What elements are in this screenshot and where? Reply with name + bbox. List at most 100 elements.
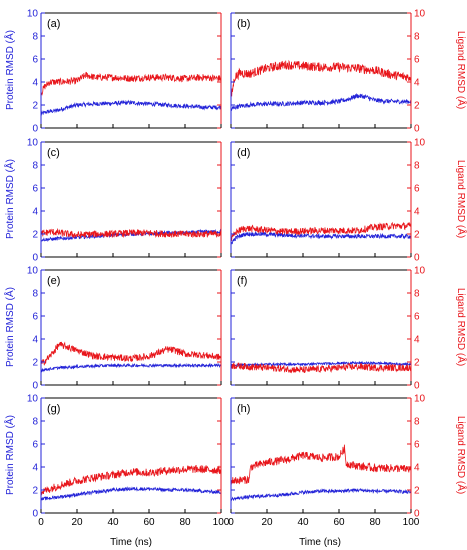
left-y-tick-label: 4 xyxy=(32,463,38,474)
left-y-tick-label: 8 xyxy=(32,161,38,172)
protein-rmsd-axis-title: Protein RMSD (Å) xyxy=(3,415,16,495)
ligand-rmsd-line xyxy=(231,221,411,242)
left-y-tick-label: 2 xyxy=(32,358,38,369)
panel-label: (d) xyxy=(237,147,250,159)
right-y-tick-label: 4 xyxy=(414,207,420,218)
x-tick-label: 80 xyxy=(369,517,381,528)
chart-panel: 0 2 4 6 8 10 (c) xyxy=(27,138,222,264)
left-y-tick-label: 10 xyxy=(27,138,39,149)
right-y-tick-label: 6 xyxy=(414,440,420,451)
left-y-tick-label: 10 xyxy=(27,394,39,405)
x-tick-label: 20 xyxy=(261,517,273,528)
chart-panel: 0 2 4 6 8 10 (d) xyxy=(230,138,426,264)
protein-rmsd-line xyxy=(231,360,411,368)
right-y-tick-label: 8 xyxy=(414,161,420,172)
left-y-tick-label: 8 xyxy=(32,32,38,43)
x-tick-label: 100 xyxy=(403,517,420,528)
ligand-rmsd-axis-title: Ligand RMSD (Å) xyxy=(455,416,467,494)
left-y-tick-label: 10 xyxy=(27,266,39,277)
left-y-tick-label: 4 xyxy=(32,335,38,346)
ligand-rmsd-line xyxy=(41,71,221,97)
x-axis-title: Time (ns) xyxy=(110,537,152,548)
left-y-tick-label: 0 xyxy=(32,124,38,135)
ligand-rmsd-axis-title: Ligand RMSD (Å) xyxy=(455,160,467,238)
right-y-tick-label: 0 xyxy=(414,124,420,135)
x-tick-label: 0 xyxy=(228,517,234,528)
left-y-tick-label: 6 xyxy=(32,312,38,323)
panel-label: (a) xyxy=(47,18,60,30)
x-tick-label: 80 xyxy=(179,517,191,528)
right-y-tick-label: 4 xyxy=(414,335,420,346)
ligand-rmsd-line xyxy=(41,227,221,239)
left-y-tick-label: 6 xyxy=(32,440,38,451)
protein-rmsd-line xyxy=(41,99,221,117)
left-y-tick-label: 0 xyxy=(32,253,38,264)
left-y-tick-label: 0 xyxy=(32,509,38,520)
x-tick-label: 100 xyxy=(213,517,230,528)
x-tick-label: 40 xyxy=(297,517,309,528)
right-y-tick-label: 8 xyxy=(414,32,420,43)
right-y-tick-label: 0 xyxy=(414,509,420,520)
panel-label: (g) xyxy=(47,403,60,415)
right-y-tick-label: 2 xyxy=(414,230,420,241)
ligand-rmsd-line xyxy=(231,362,411,374)
right-y-tick-label: 8 xyxy=(414,417,420,428)
protein-rmsd-line xyxy=(231,92,411,112)
protein-rmsd-line xyxy=(231,487,411,501)
ligand-rmsd-line xyxy=(41,464,221,496)
left-y-tick-label: 2 xyxy=(32,486,38,497)
right-y-tick-label: 6 xyxy=(414,55,420,66)
protein-rmsd-axis-title: Protein RMSD (Å) xyxy=(3,159,16,239)
right-y-tick-label: 2 xyxy=(414,486,420,497)
left-y-tick-label: 6 xyxy=(32,184,38,195)
x-tick-label: 60 xyxy=(333,517,345,528)
chart-panel: 0 2 4 6 8 10 (f) xyxy=(230,266,426,392)
protein-rmsd-line xyxy=(41,362,221,373)
left-y-tick-label: 4 xyxy=(32,207,38,218)
ligand-rmsd-line xyxy=(41,341,221,366)
right-y-tick-label: 10 xyxy=(414,394,426,405)
panel-label: (b) xyxy=(237,18,250,30)
right-y-tick-label: 10 xyxy=(414,266,426,277)
x-tick-label: 0 xyxy=(38,517,44,528)
ligand-rmsd-line xyxy=(231,59,411,99)
panel-label: (c) xyxy=(47,147,60,159)
protein-rmsd-axis-title: Protein RMSD (Å) xyxy=(3,30,16,110)
right-y-tick-label: 2 xyxy=(414,101,420,112)
left-y-tick-label: 2 xyxy=(32,101,38,112)
chart-panel: 0 2 4 6 8 10 (a) xyxy=(27,9,222,135)
left-y-tick-label: 10 xyxy=(27,9,39,20)
x-axis-title: Time (ns) xyxy=(299,537,341,548)
x-tick-label: 60 xyxy=(143,517,155,528)
right-y-tick-label: 8 xyxy=(414,289,420,300)
x-tick-label: 40 xyxy=(107,517,119,528)
right-y-tick-label: 2 xyxy=(414,358,420,369)
left-y-tick-label: 6 xyxy=(32,55,38,66)
chart-panel: 0 2 4 6 8 10 (e) xyxy=(27,266,222,392)
right-y-tick-label: 0 xyxy=(414,381,420,392)
right-y-tick-label: 6 xyxy=(414,312,420,323)
right-y-tick-label: 4 xyxy=(414,78,420,89)
panel-label: (e) xyxy=(47,275,60,287)
panel-label: (f) xyxy=(237,275,247,287)
ligand-rmsd-axis-title: Ligand RMSD (Å) xyxy=(455,288,467,366)
left-y-tick-label: 4 xyxy=(32,78,38,89)
protein-rmsd-line xyxy=(41,486,221,501)
left-y-tick-label: 2 xyxy=(32,230,38,241)
right-y-tick-label: 4 xyxy=(414,463,420,474)
left-y-tick-label: 0 xyxy=(32,381,38,392)
panel-label: (h) xyxy=(237,403,250,415)
ligand-rmsd-line xyxy=(231,444,411,485)
ligand-rmsd-axis-title: Ligand RMSD (Å) xyxy=(455,31,467,109)
right-y-tick-label: 6 xyxy=(414,184,420,195)
left-y-tick-label: 8 xyxy=(32,289,38,300)
chart-panel: 0 2 4 6 8 10 (b) xyxy=(230,9,426,135)
protein-rmsd-line xyxy=(231,230,411,245)
right-y-tick-label: 0 xyxy=(414,253,420,264)
panels: 0 2 4 6 8 10 (a) 0 2 4 6 8 10 (b) 0 2 4 6 8 10 (c) 0 2 4 6 8 10 (d)… xyxy=(27,9,426,529)
x-tick-label: 20 xyxy=(71,517,83,528)
protein-rmsd-axis-title: Protein RMSD (Å) xyxy=(3,287,16,367)
left-y-tick-label: 8 xyxy=(32,417,38,428)
